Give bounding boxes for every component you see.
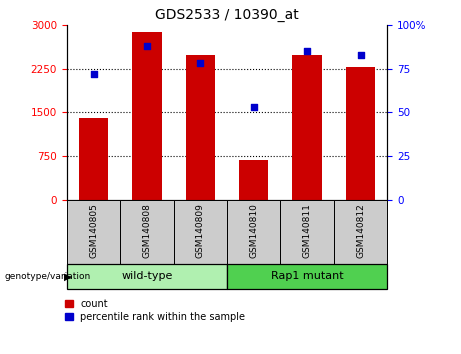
Text: GSM140808: GSM140808 <box>142 203 152 258</box>
Bar <box>79 118 108 200</box>
FancyBboxPatch shape <box>67 264 227 289</box>
Text: Rap1 mutant: Rap1 mutant <box>271 272 343 281</box>
Legend: count, percentile rank within the sample: count, percentile rank within the sample <box>65 299 245 321</box>
Point <box>90 71 97 77</box>
Bar <box>239 160 268 200</box>
Text: GSM140811: GSM140811 <box>302 203 312 258</box>
Text: genotype/variation: genotype/variation <box>5 272 91 281</box>
Text: GSM140810: GSM140810 <box>249 203 258 258</box>
Point <box>303 48 311 54</box>
FancyBboxPatch shape <box>67 200 120 264</box>
Point <box>197 61 204 66</box>
Text: GSM140809: GSM140809 <box>196 203 205 258</box>
Bar <box>346 67 375 200</box>
FancyBboxPatch shape <box>280 200 334 264</box>
Bar <box>292 55 322 200</box>
FancyBboxPatch shape <box>120 200 174 264</box>
FancyBboxPatch shape <box>334 200 387 264</box>
FancyBboxPatch shape <box>227 264 387 289</box>
FancyBboxPatch shape <box>227 200 280 264</box>
Point <box>143 43 151 48</box>
Text: wild-type: wild-type <box>121 272 172 281</box>
Bar <box>132 32 162 200</box>
Text: ▶: ▶ <box>64 272 71 282</box>
FancyBboxPatch shape <box>174 200 227 264</box>
Title: GDS2533 / 10390_at: GDS2533 / 10390_at <box>155 8 299 22</box>
Text: GSM140812: GSM140812 <box>356 203 365 258</box>
Point <box>250 104 257 110</box>
Bar <box>186 55 215 200</box>
Text: GSM140805: GSM140805 <box>89 203 98 258</box>
Point <box>357 52 364 57</box>
